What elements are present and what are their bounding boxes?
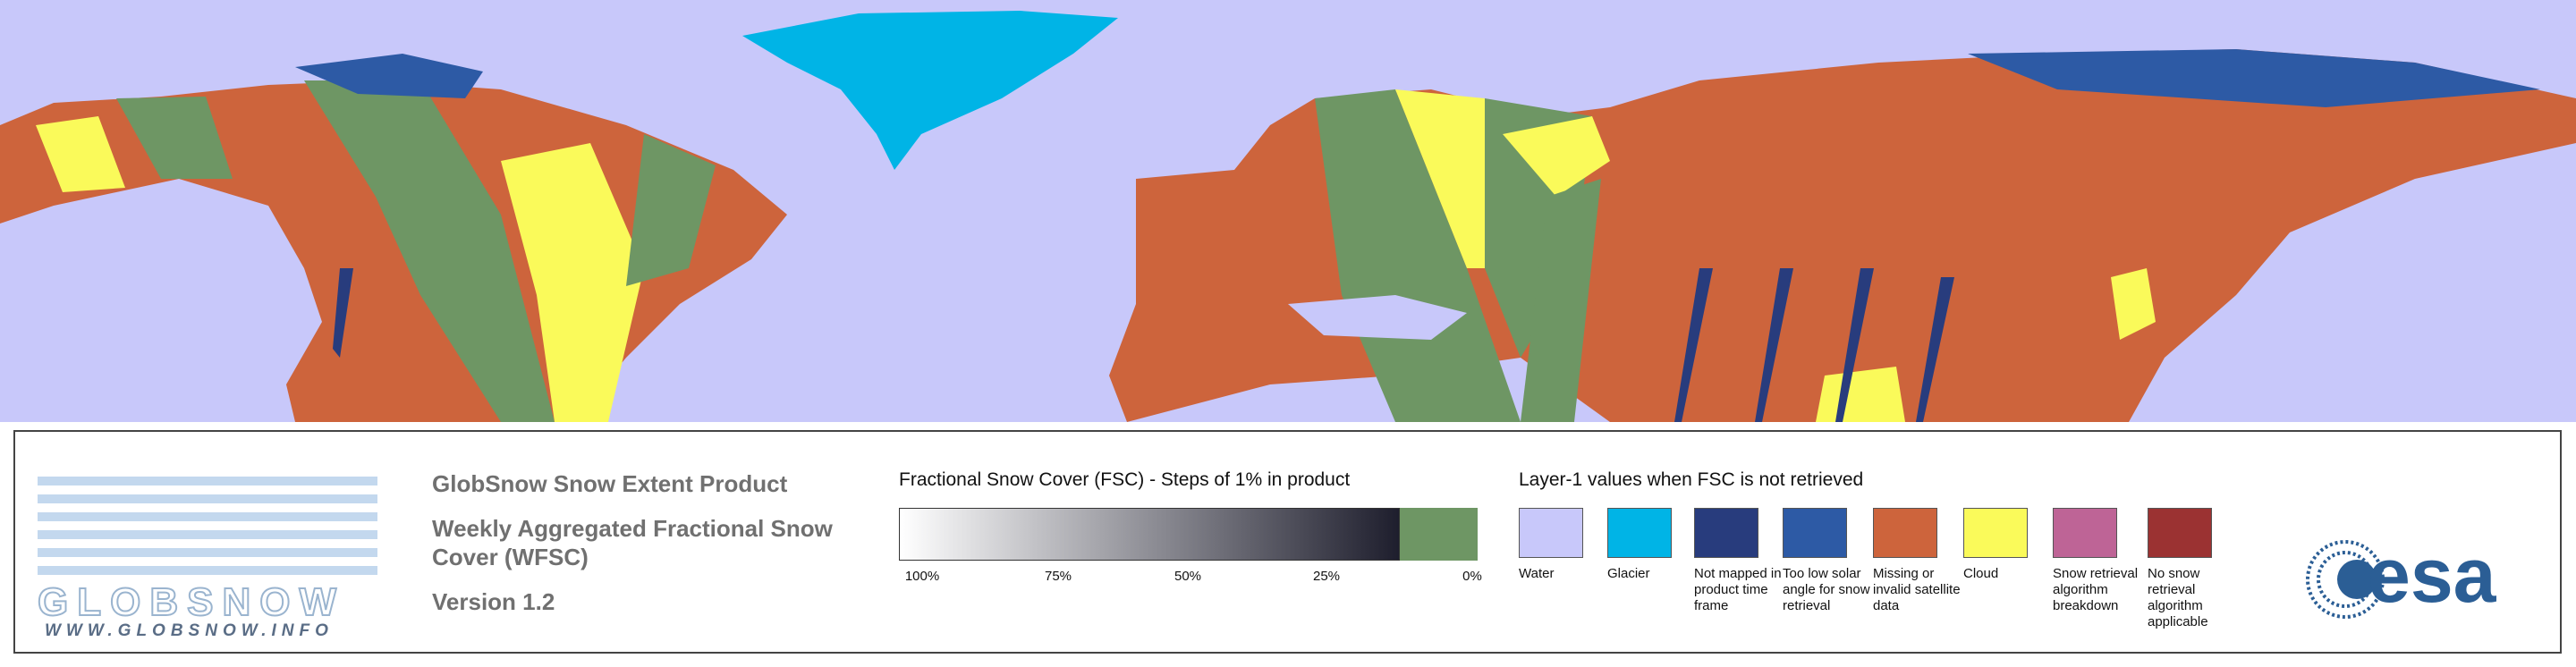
colorbar-tick-label: 25% (1312, 569, 1341, 584)
legend-swatch (1694, 508, 1758, 558)
product-subtitle: Weekly Aggregated Fractional Snow Cover … (432, 515, 833, 570)
legend-swatch (1607, 508, 1672, 558)
legend-swatch (2148, 508, 2212, 558)
eu-stripe (1315, 89, 1521, 422)
logo-url: WWW.GLOBSNOW.INFO (45, 621, 334, 640)
logo-name: GLOBSNOW (37, 579, 345, 625)
japan (2111, 268, 2156, 340)
na-stripe (304, 80, 555, 422)
colorbar-tick-label: 100% (904, 569, 940, 584)
logo-bar (38, 494, 377, 503)
legend-label: Too low solar angle for snow retrieval (1783, 566, 1870, 613)
na-stripe (36, 116, 125, 192)
product-version: Version 1.2 (432, 588, 555, 615)
logo-bar (38, 512, 377, 521)
legend-label: Glacier (1607, 566, 1650, 581)
colorbar-title: Fractional Snow Cover (FSC) - Steps of 1… (899, 469, 1351, 490)
legend-label: Cloud (1963, 566, 1999, 581)
na-stripe (501, 143, 644, 422)
legend-label: Snow retrieval algorithm breakdown (2053, 566, 2139, 613)
legend-swatch (2053, 508, 2117, 558)
logo-bar (38, 548, 377, 557)
layer1-title: Layer-1 values when FSC is not retrieved (1519, 469, 1864, 490)
legend-panel: GLOBSNOW WWW.GLOBSNOW.INFO GlobSnow Snow… (13, 430, 2562, 654)
mediterranean (1288, 295, 1467, 340)
logo-bar (38, 530, 377, 539)
asia-arctic (1968, 49, 2540, 107)
legend-swatch (1519, 508, 1583, 558)
legend-label: Missing or invalid satellite data (1873, 566, 1961, 613)
not-mapped-wedge (1674, 268, 1713, 422)
eu-stripe (1503, 116, 1610, 197)
legend-label: No snow retrieval algorithm applicable (2148, 566, 2208, 629)
na-stripe (626, 134, 716, 286)
product-title: GlobSnow Snow Extent Product (432, 470, 788, 497)
logo-bar (38, 566, 377, 575)
esa-emblem (2306, 540, 2385, 619)
colorbar-tick-label: 75% (1044, 569, 1072, 584)
greenland (742, 11, 1118, 170)
colorbar-gradient (899, 508, 1400, 561)
not-mapped-wedge (1916, 277, 1954, 422)
legend-swatch (1873, 508, 1937, 558)
snow-map (0, 0, 2576, 422)
esa-logo-text: esa (2368, 533, 2496, 619)
legend-swatch (1963, 508, 2028, 558)
na-notmapped (333, 268, 353, 358)
colorbar-tick-label: 50% (1174, 569, 1202, 584)
na-stripe (116, 97, 233, 179)
colorbar-zero (1400, 508, 1478, 561)
logo-bar (38, 477, 377, 485)
not-mapped-wedge (1835, 268, 1874, 422)
legend-label: Water (1519, 566, 1555, 581)
na-arctic (295, 54, 483, 98)
colorbar-tick-label: 0% (1462, 569, 1482, 584)
eu-stripe (1521, 179, 1601, 422)
not-mapped-wedge (1755, 268, 1793, 422)
legend-label: Not mapped in product time frame (1694, 566, 1782, 613)
globsnow-logo: GLOBSNOW WWW.GLOBSNOW.INFO (37, 450, 395, 640)
legend-swatch (1783, 508, 1847, 558)
